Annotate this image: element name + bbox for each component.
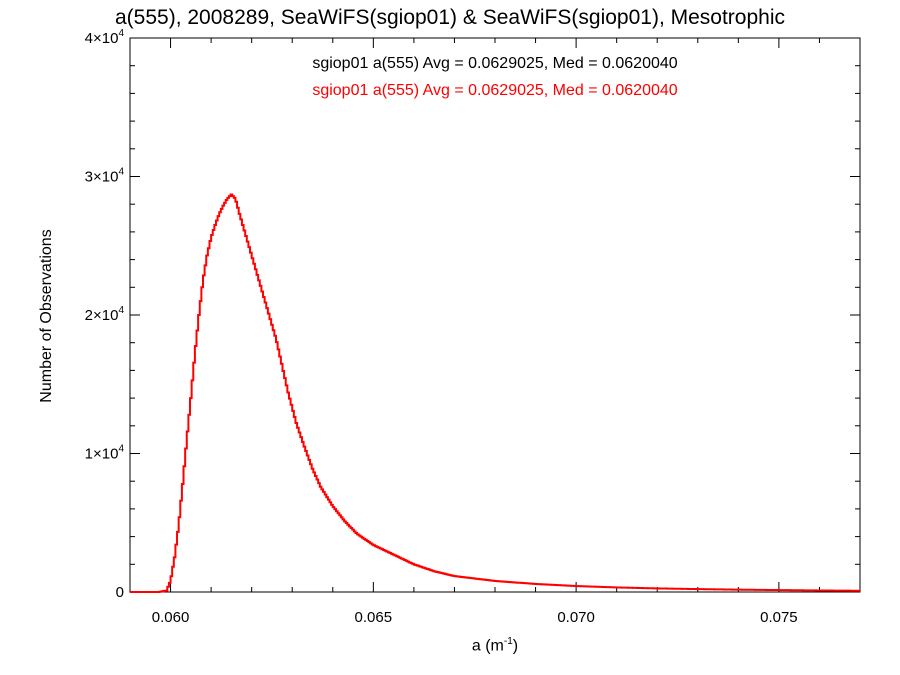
series-line-0 [130,193,860,593]
x-axis-label-tail: ) [512,637,519,655]
y-axis-label: Number of Observations [38,229,55,403]
x-tick-label: 0.065 [355,609,393,626]
chart-title: a(555), 2008289, SeaWiFS(sgiop01) & SeaW… [115,6,785,29]
axis-ticks [129,37,861,593]
y-tick-label: 4×104 [85,28,125,47]
legend-entry-red: sgiop01 a(555) Avg = 0.0629025, Med = 0.… [312,82,678,99]
x-tick-label: 0.060 [152,609,190,626]
axis-tick-labels: 0.060 0.065 0.070 0.075 0 1×104 2×104 3×104 4×10… [85,28,798,626]
plot-frame [129,37,861,593]
x-axis-label-base: a (m [471,637,504,655]
y-tick-label: 3×104 [85,167,125,186]
y-tick-label: 1×104 [85,444,125,463]
series-layer [130,193,860,593]
legend-entry-black: sgiop01 a(555) Avg = 0.0629025, Med = 0.… [312,55,678,72]
plot-axes [129,37,861,593]
y-tick-label: 2×104 [85,305,125,324]
x-tick-label: 0.070 [557,609,595,626]
x-tick-label: 0.075 [760,609,798,626]
x-axis-label-exponent: -1 [503,636,513,647]
y-tick-label: 0 [116,584,124,601]
x-axis-label: a (m-1) [472,636,518,655]
